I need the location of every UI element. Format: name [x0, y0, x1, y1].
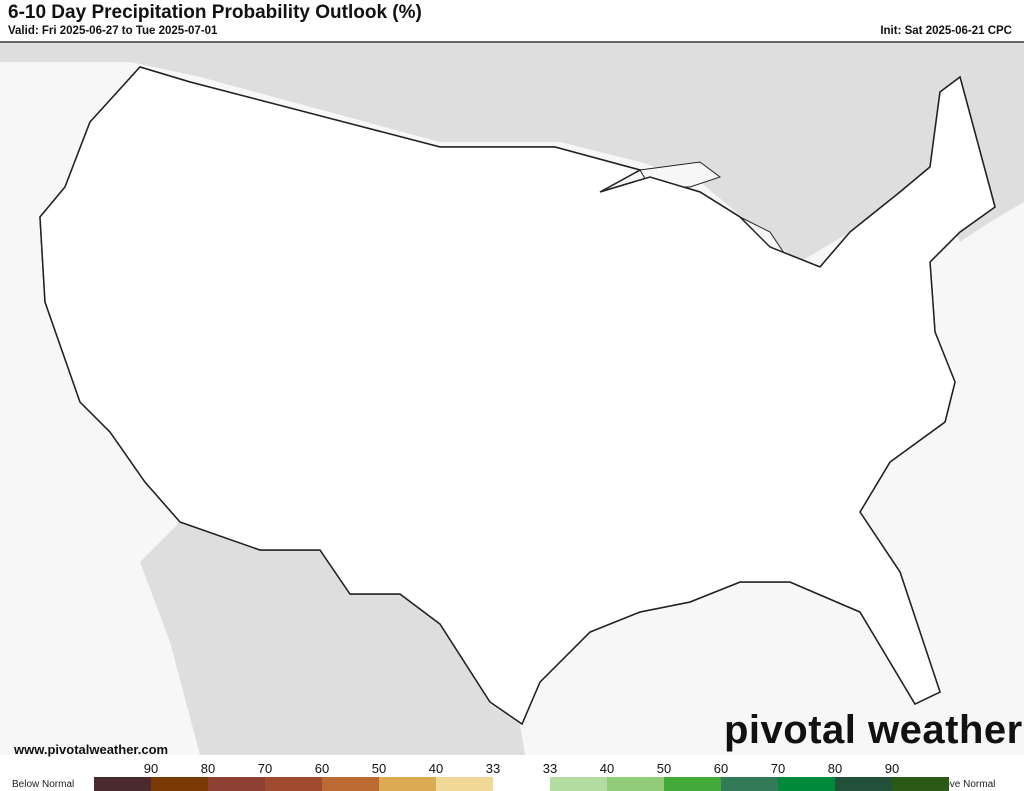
legend-swatch — [379, 777, 436, 791]
legend-swatch — [151, 777, 208, 791]
legend-swatch — [493, 777, 550, 791]
brand-logo: pivotal weather — [724, 708, 1023, 752]
legend-tick-label: 40 — [599, 761, 615, 776]
legend-tick-label: 33 — [542, 761, 558, 776]
legend-tick-label: 50 — [656, 761, 672, 776]
legend-above-label: Above Normal — [932, 779, 996, 790]
website-url: www.pivotalweather.com — [14, 742, 169, 757]
legend-tick-label: 60 — [713, 761, 729, 776]
legend-swatch — [778, 777, 835, 791]
legend-tick-label: 70 — [257, 761, 273, 776]
legend-tick-label: 90 — [884, 761, 900, 776]
legend-swatch — [322, 777, 379, 791]
legend-swatch — [607, 777, 664, 791]
legend-tick-label: 40 — [428, 761, 444, 776]
legend-tick-label: 33 — [485, 761, 501, 776]
legend-swatch — [550, 777, 607, 791]
valid-period: Valid: Fri 2025-06-27 to Tue 2025-07-01 — [8, 25, 218, 37]
legend-swatch — [835, 777, 892, 791]
legend-tick-label: 60 — [314, 761, 330, 776]
legend-swatch — [436, 777, 493, 791]
init-time: Init: Sat 2025-06-21 CPC — [880, 25, 1012, 37]
map-title: 6-10 Day Precipitation Probability Outlo… — [8, 2, 422, 23]
legend-below-label: Below Normal — [12, 779, 75, 790]
legend-swatch — [94, 777, 151, 791]
legend-tick-label: 70 — [770, 761, 786, 776]
legend-swatch — [721, 777, 778, 791]
legend-tick-label: 50 — [371, 761, 387, 776]
legend-tick-label: 80 — [827, 761, 843, 776]
legend-tick-label: 80 — [200, 761, 216, 776]
legend-swatch — [664, 777, 721, 791]
legend-swatch — [208, 777, 265, 791]
legend: Below Normal Above Normal 90 80 70 60 50 40 33… — [0, 758, 1024, 791]
canada-land — [0, 43, 1024, 262]
legend-tick-label: 90 — [143, 761, 159, 776]
legend-swatch — [265, 777, 322, 791]
precipitation-outlook-map — [0, 41, 1024, 755]
mexico-land — [140, 522, 525, 755]
legend-swatch — [892, 777, 949, 791]
